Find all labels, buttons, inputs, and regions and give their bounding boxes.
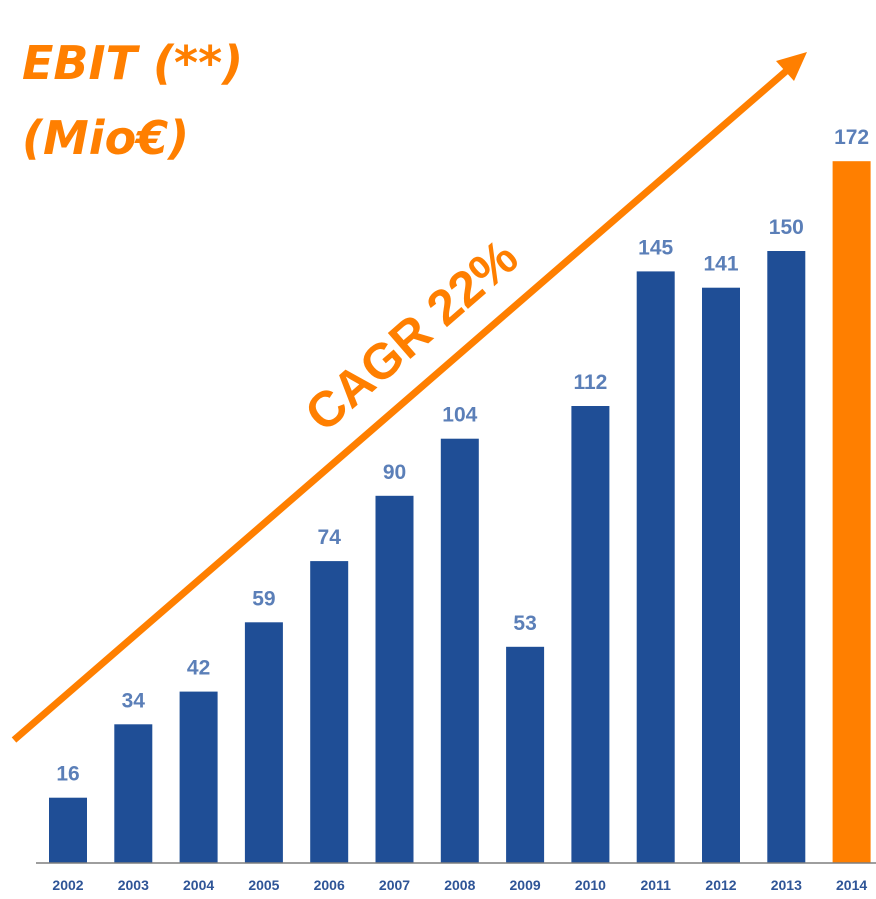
bar-2007 [375, 495, 414, 863]
bar-2004 [179, 691, 218, 863]
bar-2005 [244, 622, 283, 863]
bar-2013 [767, 251, 806, 863]
x-tick-label-2012: 2012 [705, 877, 736, 893]
bar-2009 [506, 646, 545, 863]
value-label-2002: 16 [56, 763, 79, 786]
value-label-2010: 112 [573, 371, 607, 394]
x-tick-label-2008: 2008 [444, 877, 475, 893]
bar-2003 [114, 724, 153, 863]
bar-2002 [49, 797, 87, 863]
x-tick-label-2011: 2011 [641, 877, 672, 893]
value-label-2013: 150 [769, 216, 804, 239]
value-label-2014: 172 [834, 126, 869, 149]
chart-title-line-2: (Mio€) [22, 111, 190, 165]
value-label-2003: 34 [122, 689, 146, 712]
value-label-2005: 59 [252, 587, 275, 610]
value-label-2007: 90 [383, 461, 406, 484]
value-label-2008: 104 [442, 404, 477, 427]
cagr-label: CAGR 22% [294, 229, 528, 443]
x-tick-label-2006: 2006 [314, 877, 345, 893]
bar-2006 [310, 561, 349, 863]
value-label-2011: 145 [638, 236, 673, 259]
value-label-2009: 53 [513, 612, 536, 635]
chart-title-line-1: EBIT (**) [22, 36, 244, 90]
x-tick-label-2004: 2004 [183, 877, 214, 893]
value-labels-layer: 16 34 42 59 74 90 104 53 112 145 141 150 172 [56, 126, 869, 786]
value-label-2012: 141 [703, 253, 738, 276]
bar-2012 [702, 287, 740, 863]
bar-2014 [832, 161, 871, 863]
arrow-head [776, 52, 807, 81]
arrow-shaft [11, 63, 795, 743]
x-tick-label-2002: 2002 [52, 877, 83, 893]
x-tick-label-2005: 2005 [248, 877, 279, 893]
cagr-trend-arrow [11, 52, 807, 743]
x-tick-labels-layer: 2002 2003 2004 2005 2006 2007 2008 2009 2010 2011… [52, 877, 867, 893]
x-tick-label-2003: 2003 [118, 877, 149, 893]
bar-2008 [440, 438, 479, 863]
x-tick-label-2010: 2010 [575, 877, 606, 893]
value-label-2006: 74 [318, 526, 342, 549]
bar-2011 [636, 271, 675, 863]
bars-layer [49, 161, 871, 863]
x-tick-label-2009: 2009 [510, 877, 541, 893]
x-tick-label-2014: 2014 [836, 877, 867, 893]
bar-2010 [571, 406, 610, 863]
x-tick-label-2013: 2013 [771, 877, 802, 893]
x-tick-label-2007: 2007 [379, 877, 410, 893]
value-label-2004: 42 [187, 657, 210, 680]
